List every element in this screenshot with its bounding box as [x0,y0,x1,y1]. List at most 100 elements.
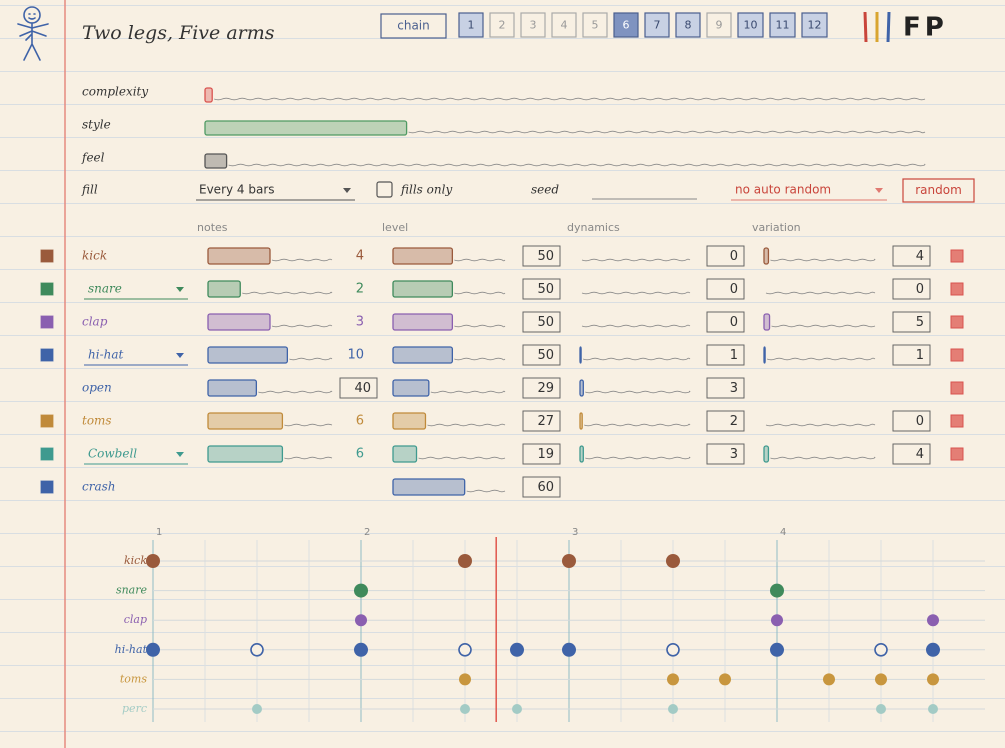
slider-fill[interactable] [392,478,466,496]
slider-fill[interactable] [579,379,584,397]
dropdown-arrow[interactable] [176,452,184,457]
hit[interactable] [770,583,784,598]
value-box[interactable] [522,476,561,498]
mute-button[interactable] [950,348,964,362]
pattern-button[interactable]: 12 [801,12,828,38]
value-box[interactable] [522,311,561,333]
slider-fill[interactable] [207,346,289,364]
value-box[interactable] [706,377,745,399]
open-hit[interactable] [250,642,264,657]
mute-button[interactable] [950,315,964,329]
pattern-button[interactable]: 9 [706,12,732,38]
slider-fill[interactable] [204,87,213,103]
slider-fill[interactable] [204,120,408,136]
hit[interactable] [927,614,939,627]
hit[interactable] [928,704,938,714]
hit[interactable] [146,554,160,568]
open-hit[interactable] [458,642,472,657]
slider-fill[interactable] [763,445,770,463]
hit[interactable] [667,673,679,686]
slider-fill[interactable] [392,412,427,430]
value-box[interactable] [522,344,561,366]
value-box[interactable] [522,278,561,300]
slider-fill[interactable] [392,313,454,331]
dropdown-arrow[interactable] [176,287,184,292]
hit[interactable] [770,642,784,657]
hit[interactable] [926,642,940,657]
dropdown-arrow[interactable] [343,188,351,193]
value-box[interactable] [706,443,745,465]
pattern-button[interactable]: 11 [769,12,796,38]
slider-fill[interactable] [579,412,583,430]
hit[interactable] [666,554,680,568]
hit[interactable] [458,554,472,568]
value-box[interactable] [706,344,745,366]
slider-fill[interactable] [763,247,770,265]
value-box[interactable] [706,410,745,432]
hit[interactable] [562,642,576,657]
value-box[interactable] [522,245,561,267]
open-hit[interactable] [874,642,888,657]
track-name[interactable]: snare [88,282,122,296]
hit[interactable] [719,673,731,686]
open-hit[interactable] [666,642,680,657]
mute-button[interactable] [950,249,964,263]
hit[interactable] [876,704,886,714]
chain-button[interactable]: chain [380,13,447,39]
slider-fill[interactable] [204,153,228,169]
slider-fill[interactable] [207,280,241,298]
slider-fill[interactable] [579,346,582,364]
hit[interactable] [459,673,471,686]
value-box[interactable] [892,410,931,432]
slider-fill[interactable] [207,247,271,265]
pattern-button[interactable]: 2 [489,12,515,38]
mute-button[interactable] [950,414,964,428]
slider-fill[interactable] [579,445,584,463]
hit[interactable] [771,614,783,627]
auto-random-value[interactable]: no auto random [735,183,831,197]
hit[interactable] [823,673,835,686]
value-box[interactable] [892,245,931,267]
mute-button[interactable] [950,282,964,296]
value-box[interactable] [522,410,561,432]
slider-fill[interactable] [392,346,454,364]
slider-fill[interactable] [207,379,258,397]
value-box[interactable] [892,278,931,300]
random-button[interactable]: random [902,178,975,203]
hit[interactable] [354,583,368,598]
value-box[interactable] [706,311,745,333]
hit[interactable] [460,704,470,714]
slider-fill[interactable] [207,313,271,331]
value-box[interactable] [522,377,561,399]
slider-fill[interactable] [392,247,454,265]
hit[interactable] [562,554,576,568]
track-name[interactable]: hi-hat [88,348,124,362]
pattern-button[interactable]: 4 [551,12,577,38]
pattern-button[interactable]: 1 [458,12,484,38]
value-box[interactable] [706,278,745,300]
hit[interactable] [252,704,262,714]
value-box[interactable] [892,443,931,465]
track-name[interactable]: Cowbell [88,447,137,461]
hit[interactable] [927,673,939,686]
value-box[interactable] [706,245,745,267]
pattern-button[interactable]: 10 [737,12,764,38]
value-box[interactable] [339,377,378,399]
pattern-button[interactable]: 6 [613,12,639,38]
dropdown-arrow[interactable] [176,353,184,358]
dropdown-arrow[interactable] [875,188,883,193]
value-box[interactable] [522,443,561,465]
value-box[interactable] [892,311,931,333]
slider-fill[interactable] [763,313,771,331]
hit[interactable] [146,642,160,657]
hit[interactable] [875,673,887,686]
slider-fill[interactable] [207,445,284,463]
slider-fill[interactable] [392,280,454,298]
pattern-button[interactable]: 7 [644,12,670,38]
mute-button[interactable] [950,447,964,461]
hit[interactable] [510,642,524,657]
fill-dropdown-value[interactable]: Every 4 bars [199,183,275,197]
slider-fill[interactable] [392,379,430,397]
slider-fill[interactable] [763,346,766,364]
pattern-button[interactable]: 3 [520,12,546,38]
